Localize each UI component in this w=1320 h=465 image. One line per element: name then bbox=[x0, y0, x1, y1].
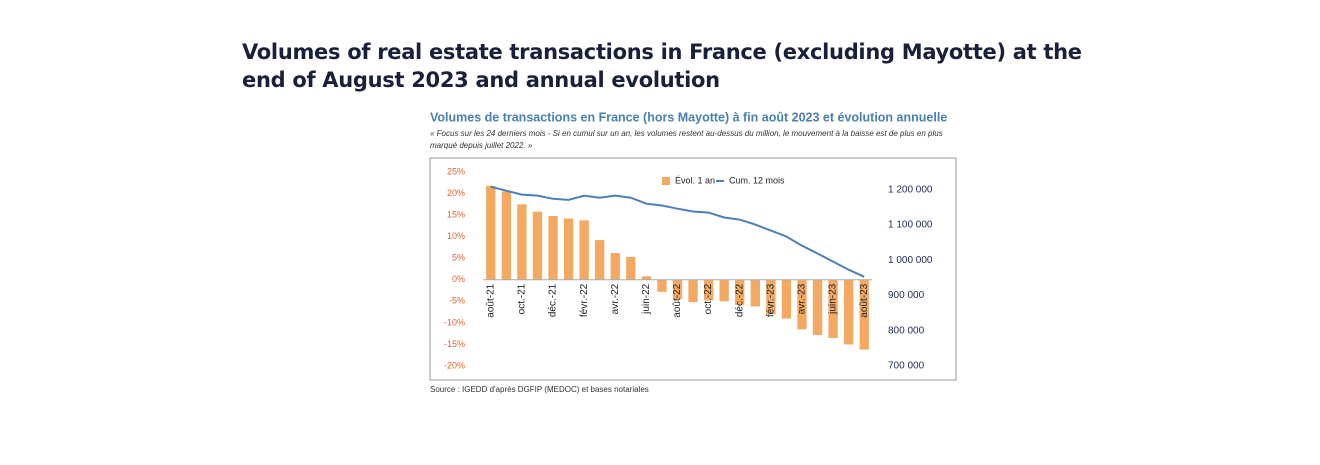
y2-tick-label: 1 100 000 bbox=[888, 220, 933, 231]
y-tick-label: 0% bbox=[452, 274, 465, 284]
y-tick-label: 20% bbox=[447, 188, 465, 198]
y-tick-label: 5% bbox=[452, 253, 465, 263]
bar bbox=[859, 279, 869, 350]
bar bbox=[688, 279, 698, 303]
y-tick-label: -20% bbox=[444, 360, 465, 370]
y2-tick-label: 700 000 bbox=[888, 361, 925, 372]
bar bbox=[828, 279, 838, 338]
x-tick-label: févr.-23 bbox=[766, 283, 777, 317]
bar bbox=[812, 279, 823, 335]
y-tick-label: -15% bbox=[444, 339, 465, 349]
bar bbox=[595, 240, 605, 280]
bar bbox=[517, 204, 527, 280]
x-tick-label: févr.-22 bbox=[579, 283, 590, 317]
bar bbox=[610, 253, 620, 280]
bar bbox=[703, 279, 714, 301]
y-tick-label: -5% bbox=[449, 296, 465, 306]
x-tick-label: juin-22 bbox=[641, 283, 652, 314]
bar bbox=[641, 276, 652, 280]
bar bbox=[657, 279, 667, 292]
bar bbox=[501, 191, 512, 280]
line bbox=[490, 185, 865, 278]
x-tick-label: avr.-23 bbox=[797, 283, 808, 314]
y2-tick-label: 1 200 000 bbox=[888, 184, 933, 195]
chart-subtitle: « Focus sur les 24 derniers mois - Si en… bbox=[430, 129, 943, 150]
chart-source: Source : IGEDD d'après DGFIP (MEDOC) et … bbox=[430, 385, 649, 394]
bar bbox=[750, 279, 760, 307]
bar bbox=[548, 215, 558, 280]
page-heading: Volumes of real estate transactions in F… bbox=[242, 40, 1082, 92]
y2-tick-label: 900 000 bbox=[888, 290, 925, 301]
bar bbox=[486, 185, 496, 280]
x-tick-label: oct.-21 bbox=[517, 283, 528, 314]
bar bbox=[719, 279, 729, 302]
x-tick-label: juin-23 bbox=[828, 283, 839, 314]
legend-swatch bbox=[662, 177, 670, 185]
legend-label: Évol. 1 an bbox=[675, 175, 715, 185]
bar bbox=[781, 279, 792, 319]
y-tick-label: 15% bbox=[447, 209, 465, 219]
bar bbox=[563, 218, 574, 280]
x-tick-label: août-21 bbox=[485, 283, 496, 317]
y2-tick-label: 1 000 000 bbox=[888, 255, 933, 266]
chart-title: Volumes de transactions en France (hors … bbox=[430, 110, 947, 124]
y-tick-label: 25% bbox=[447, 166, 465, 176]
x-tick-label: oct.-22 bbox=[703, 283, 714, 314]
plot-frame bbox=[429, 157, 957, 381]
x-tick-label: août-22 bbox=[672, 283, 683, 317]
bar bbox=[735, 279, 745, 305]
bar bbox=[579, 220, 589, 280]
bar bbox=[766, 279, 776, 315]
bar bbox=[626, 256, 636, 280]
x-tick-label: août-23 bbox=[859, 283, 870, 317]
bar bbox=[843, 279, 854, 345]
bar bbox=[532, 211, 543, 280]
x-tick-label: déc.-22 bbox=[734, 283, 745, 317]
x-tick-label: déc.-21 bbox=[548, 283, 559, 317]
y2-tick-label: 800 000 bbox=[888, 325, 925, 336]
y-tick-label: -10% bbox=[444, 317, 465, 327]
bar bbox=[672, 279, 683, 300]
bar bbox=[797, 279, 807, 330]
x-tick-label: avr.-22 bbox=[610, 283, 621, 314]
legend-label: Cum. 12 mois bbox=[729, 175, 785, 185]
y-tick-label: 10% bbox=[447, 231, 465, 241]
